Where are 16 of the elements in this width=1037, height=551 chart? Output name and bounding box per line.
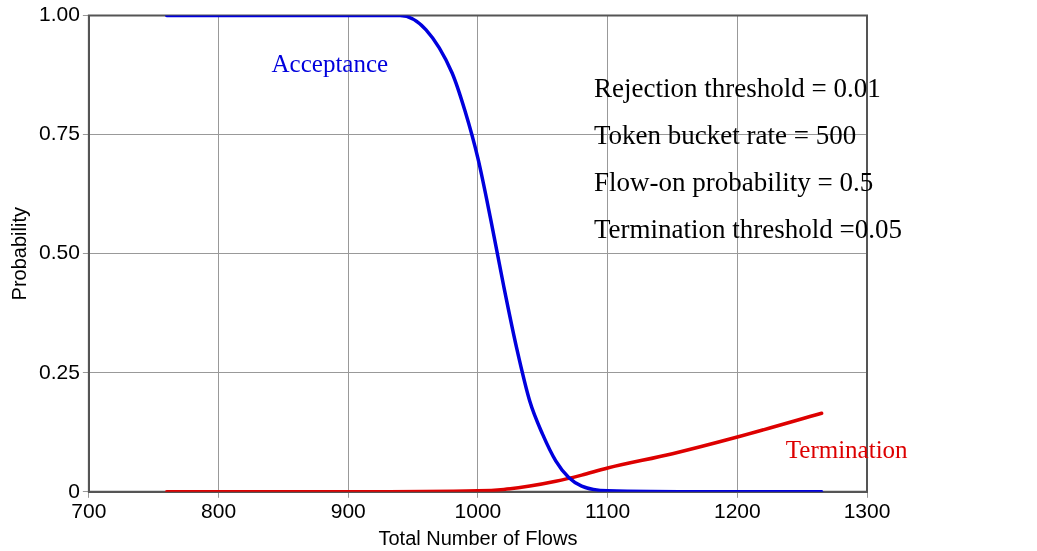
x-tick-label: 1300 — [843, 499, 891, 523]
x-tick-label: 900 — [330, 499, 366, 523]
y-axis-title: Probability — [7, 207, 30, 301]
y-tick-label: 0.25 — [39, 359, 80, 383]
x-tick-label: 800 — [201, 499, 237, 523]
x-tick-label: 700 — [71, 499, 107, 523]
y-tick-label: 0 — [68, 478, 80, 502]
annotation: Token bucket rate = 500 — [594, 120, 857, 151]
x-tick-label: 1200 — [713, 499, 761, 523]
y-tick-label: 1.00 — [39, 2, 80, 26]
series-label: Acceptance — [271, 50, 389, 78]
x-axis-title: Total Number of Flows — [378, 526, 578, 549]
x-tick-label: 1000 — [454, 499, 502, 523]
y-tick-label: 0.75 — [39, 121, 80, 145]
x-tick-label: 1100 — [585, 499, 631, 523]
y-tick-label: 0.50 — [39, 240, 80, 264]
